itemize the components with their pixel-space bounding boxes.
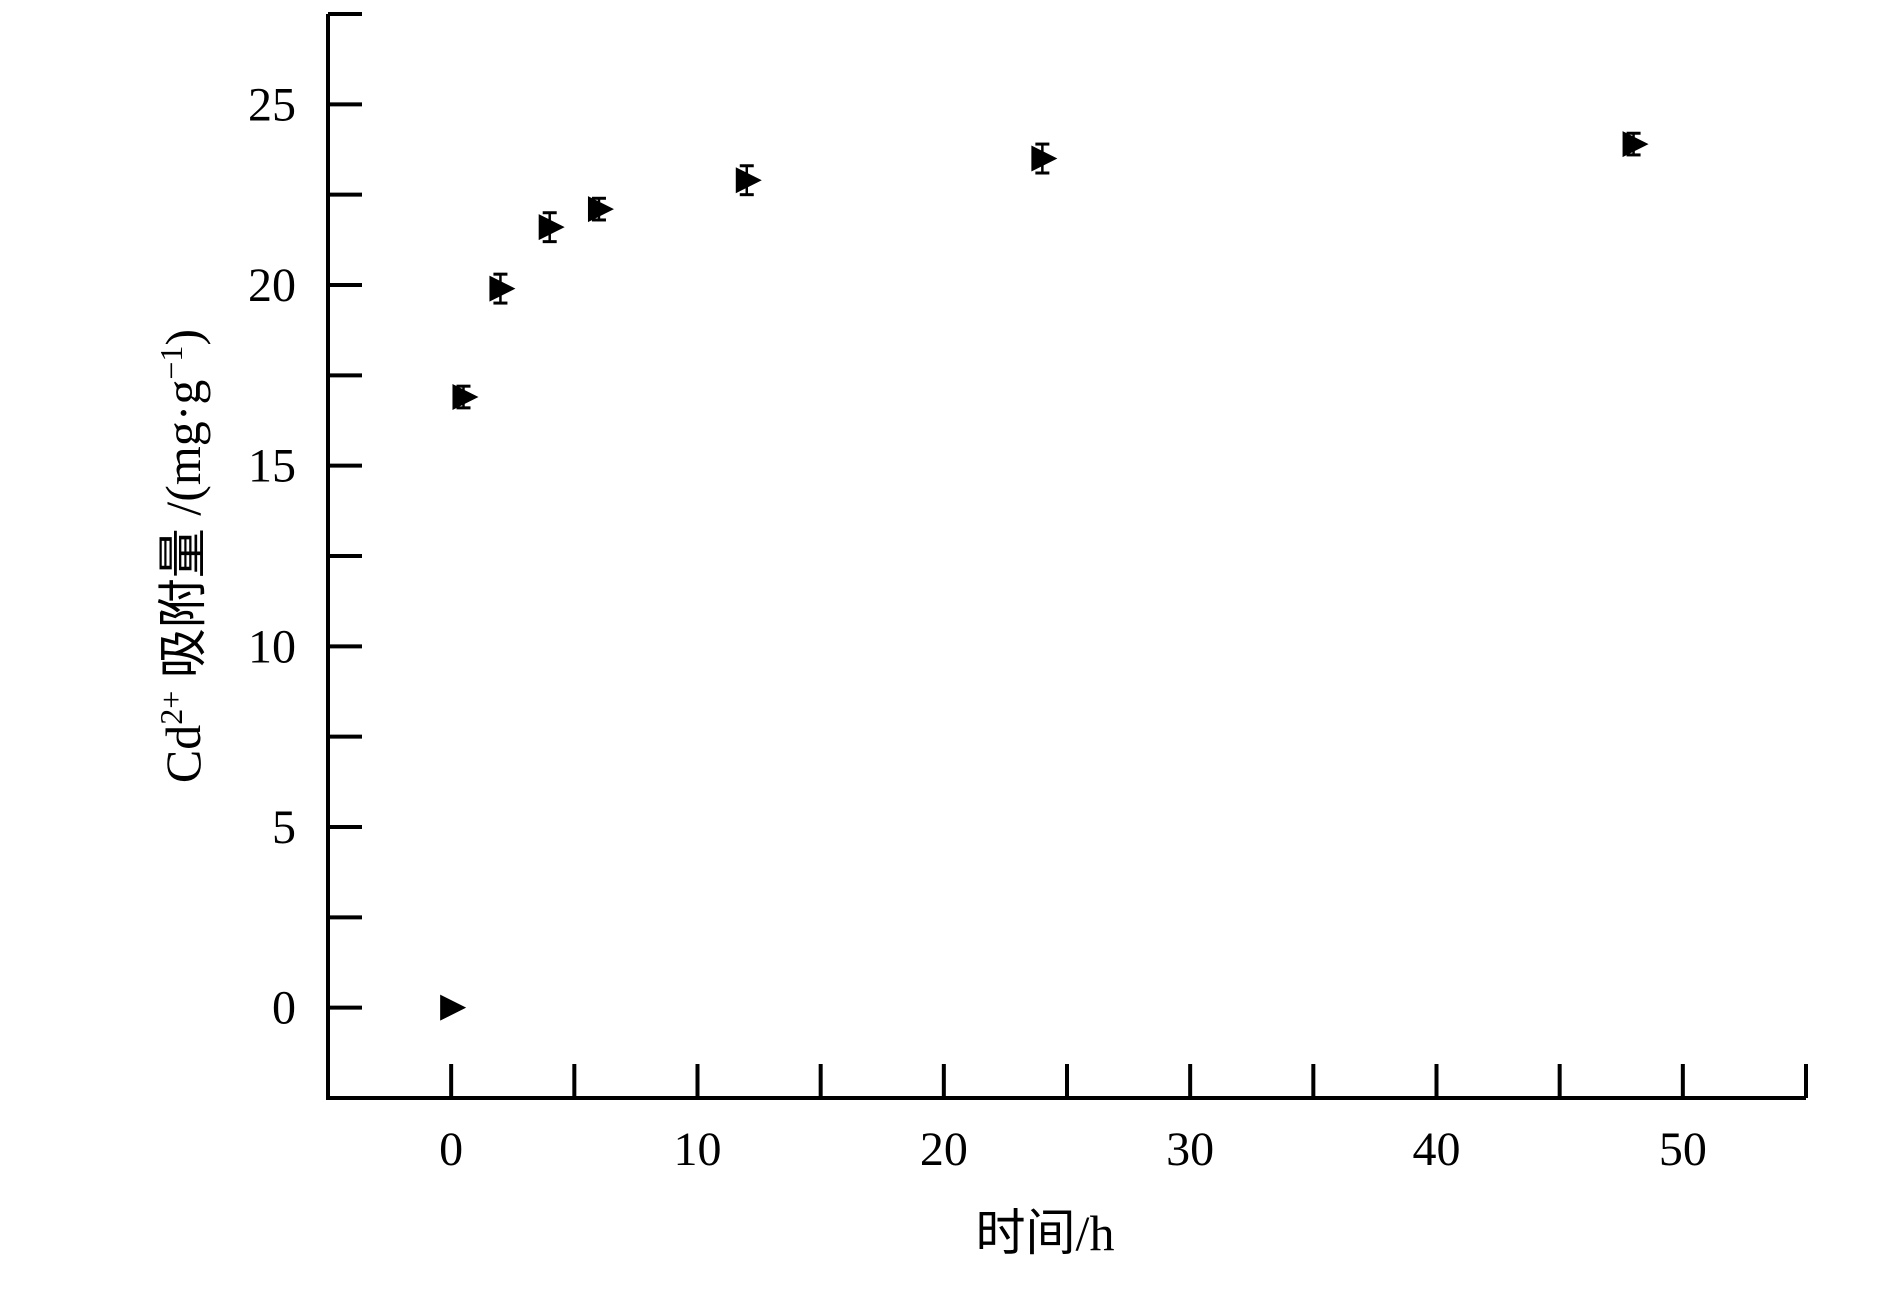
y-tick-label: 0 bbox=[272, 982, 296, 1035]
triangle-marker bbox=[452, 384, 479, 411]
y-tick-label: 20 bbox=[248, 259, 296, 312]
x-tick-label: 40 bbox=[1413, 1123, 1461, 1176]
y-tick-label: 10 bbox=[248, 620, 296, 673]
data-point bbox=[587, 196, 614, 223]
x-tick-label: 30 bbox=[1166, 1123, 1214, 1176]
triangle-marker bbox=[1622, 131, 1649, 158]
data-point bbox=[735, 164, 762, 197]
data-points bbox=[440, 131, 1649, 1021]
axes bbox=[326, 14, 1806, 1100]
x-tick-label: 20 bbox=[920, 1123, 968, 1176]
y-tick-label: 5 bbox=[272, 801, 296, 854]
triangle-marker bbox=[538, 214, 565, 241]
triangle-marker bbox=[735, 167, 762, 194]
data-point bbox=[452, 384, 479, 411]
x-tick-label: 10 bbox=[674, 1123, 722, 1176]
triangle-marker bbox=[440, 994, 467, 1021]
triangle-marker bbox=[489, 275, 516, 302]
data-point bbox=[440, 994, 467, 1021]
triangle-marker bbox=[1031, 145, 1058, 172]
data-point bbox=[1622, 131, 1649, 158]
y-axis-label: Cd2+ 吸附量 /(mg·g−1) bbox=[153, 329, 211, 783]
data-point bbox=[538, 211, 565, 244]
y-tick-label: 15 bbox=[248, 440, 296, 493]
ticks: 0 10 20 30 40 50 0 5 10 15 20 25 bbox=[248, 12, 1808, 1176]
triangle-marker bbox=[587, 196, 614, 223]
x-tick-label: 0 bbox=[439, 1123, 463, 1176]
x-axis-label: 时间/h bbox=[976, 1205, 1115, 1261]
data-point bbox=[1031, 142, 1058, 175]
y-tick-label: 25 bbox=[248, 78, 296, 131]
x-tick-label: 50 bbox=[1659, 1123, 1707, 1176]
data-point bbox=[489, 272, 516, 305]
